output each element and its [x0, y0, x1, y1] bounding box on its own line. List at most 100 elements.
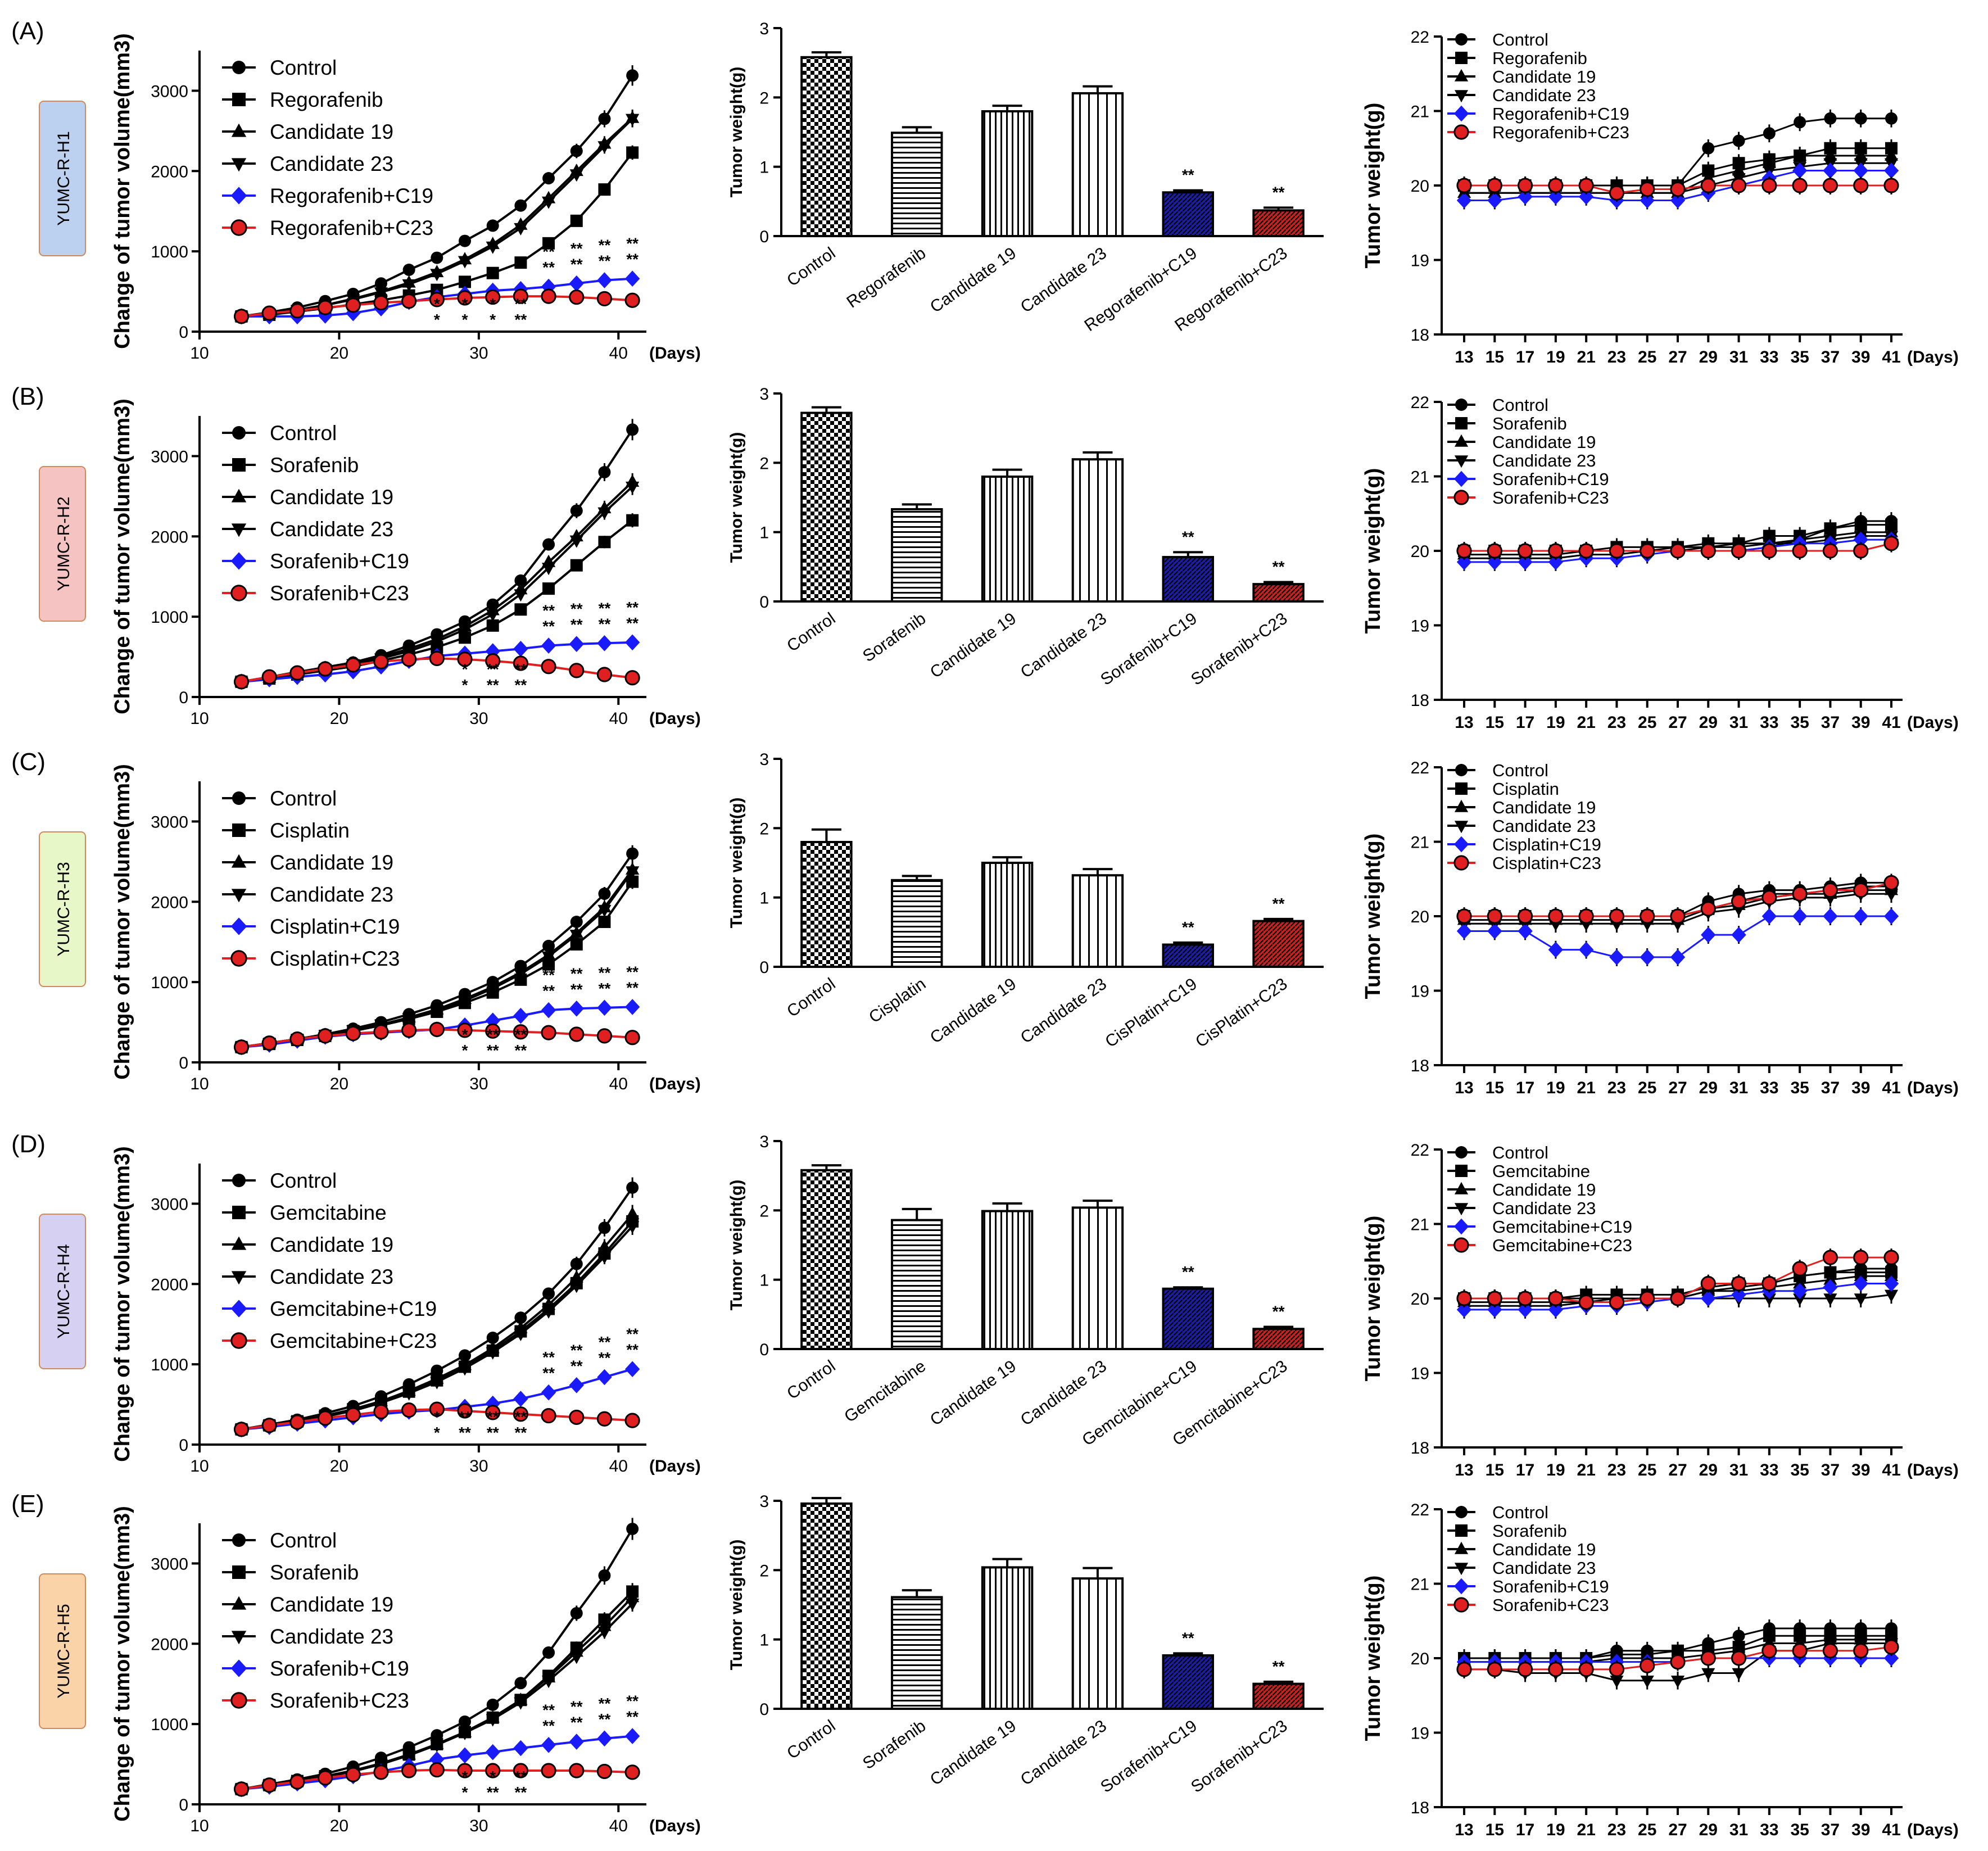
bw-point [1548, 942, 1564, 958]
growth-point [429, 650, 445, 667]
growth-xtick-label: 20 [330, 1817, 348, 1835]
bw-point [1487, 543, 1502, 559]
growth-point [514, 969, 528, 982]
growth-point [596, 667, 613, 682]
growth-point [485, 1405, 501, 1420]
star-blue: ** [542, 602, 555, 619]
bw-point [1518, 1301, 1533, 1318]
bw-ytick-label: 19 [1411, 983, 1429, 1001]
growth-point [597, 1239, 612, 1252]
growth-point [345, 1025, 361, 1042]
bar-ytick-label: 2 [759, 89, 769, 107]
legend-label: Candidate 19 [270, 851, 393, 874]
bw-point [1670, 192, 1686, 209]
bw-point [1824, 112, 1837, 125]
growth-point [373, 654, 389, 669]
bw-legend-label: Candidate 23 [1492, 1198, 1596, 1218]
legend-marker [230, 1332, 247, 1349]
bw-point [1548, 543, 1564, 559]
growth-point [261, 1035, 277, 1051]
star-blue: ** [599, 237, 611, 254]
bw-legend-marker [1454, 1203, 1469, 1216]
bw-xtick-label: 39 [1851, 1461, 1870, 1479]
legend-label: Gemcitabine+C19 [270, 1297, 437, 1320]
growth-point [514, 199, 527, 212]
growth-xtick-label: 10 [190, 1457, 209, 1476]
growth-point [598, 536, 611, 549]
growth-ytick-label: 2000 [151, 1275, 188, 1294]
bw-ytick-label: 18 [1411, 326, 1429, 345]
bw-xtick-label: 31 [1729, 1821, 1748, 1839]
bw-legend-marker [1455, 52, 1468, 64]
star-red: ** [626, 251, 638, 268]
bar-ytick-label: 3 [759, 20, 769, 38]
bw-xtick-label: 35 [1790, 1461, 1809, 1479]
cell-line-label: YUMC-R-H1 [55, 131, 73, 225]
growth-point [317, 1770, 333, 1786]
bw-point [1670, 1654, 1686, 1670]
bw-legend-label: Sorafenib+C23 [1492, 1595, 1609, 1615]
cell-line-label: YUMC-R-H2 [55, 496, 73, 591]
growth-point [430, 636, 444, 649]
bw-point [1456, 192, 1472, 209]
legend-label: Regorafenib [270, 88, 383, 111]
star-blue: ** [626, 1325, 638, 1343]
legend-marker [231, 1631, 247, 1645]
growth-point [345, 297, 361, 313]
growth-y-label: Change of tumor volume(mm3) [111, 764, 134, 1080]
star-red: ** [570, 616, 583, 633]
bw-xtick-label: 37 [1821, 713, 1840, 732]
star-blue: ** [515, 1768, 527, 1785]
star-red: ** [626, 1341, 638, 1359]
growth-point [542, 172, 555, 185]
bw-xtick-label: 23 [1607, 1821, 1626, 1839]
bw-ytick-label: 20 [1411, 177, 1429, 196]
star-red: * [490, 311, 496, 328]
star-red: ** [570, 1357, 583, 1374]
growth-point [596, 1028, 613, 1044]
bw-legend-label: Control [1492, 30, 1548, 49]
growth-point [485, 289, 501, 305]
bw-point [1822, 1250, 1838, 1265]
bar-category-label: Sorafenib+C19 [1097, 609, 1201, 689]
bw-point [1456, 178, 1472, 193]
bar-category-label: Cisplatin [866, 975, 929, 1027]
bw-xtick-label: 31 [1729, 1461, 1748, 1479]
legend-label: Sorafenib+C23 [270, 1689, 409, 1712]
bw-point [1640, 543, 1655, 559]
legend-label: Candidate 23 [270, 152, 393, 175]
bw-legend-marker [1453, 124, 1469, 140]
bar-category-label: Control [784, 1717, 839, 1763]
growth-point [485, 1744, 500, 1761]
bar [1162, 191, 1214, 237]
growth-point [542, 1287, 555, 1300]
bw-legend-marker [1454, 90, 1469, 103]
bw-point [1883, 536, 1899, 551]
bar-ytick-label: 1 [759, 1271, 769, 1290]
bar [891, 508, 943, 603]
bw-y-label: Tumor weight(g) [1361, 103, 1385, 269]
growth-ytick-label: 0 [179, 1436, 188, 1455]
bar [1162, 1287, 1214, 1350]
growth-xtick-label: 30 [469, 344, 488, 363]
star-blue: * [462, 1026, 468, 1043]
star-blue: ** [599, 599, 611, 617]
star-blue: ** [626, 235, 638, 252]
growth-point [513, 288, 529, 304]
star-blue: ** [570, 600, 583, 618]
growth-point [514, 256, 527, 269]
growth-point [598, 1221, 611, 1234]
growth-point [513, 1007, 528, 1024]
star-blue: ** [542, 243, 555, 260]
legend-label: Regorafenib+C19 [270, 184, 433, 207]
growth-point [569, 1377, 584, 1393]
bar-y-label: Tumor weight(g) [727, 1180, 746, 1311]
growth-point [597, 272, 612, 288]
bw-legend-marker [1454, 799, 1469, 812]
bar [891, 879, 943, 969]
bw-point [1853, 882, 1869, 898]
star-red: * [434, 1424, 440, 1441]
bw-point [1609, 185, 1625, 201]
cell-line-box [39, 1573, 86, 1729]
